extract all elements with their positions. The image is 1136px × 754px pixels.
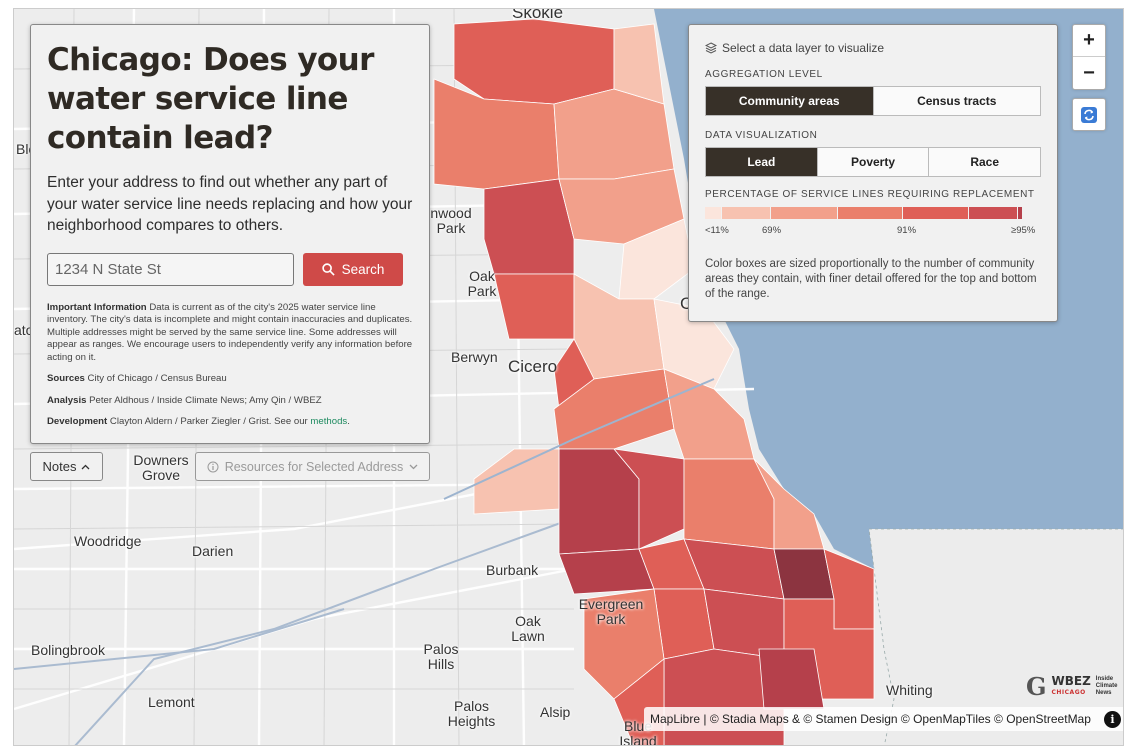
sources-text: City of Chicago / Census Bureau bbox=[87, 373, 227, 384]
methods-link[interactable]: methods bbox=[310, 416, 348, 427]
analysis: Analysis Peter Aldhous / Inside Climate … bbox=[47, 395, 413, 408]
attribution-text: MapLibre | © Stadia Maps & © Stamen Desi… bbox=[650, 712, 1091, 726]
zoom-in-button[interactable]: + bbox=[1073, 25, 1105, 57]
legend-color-bar bbox=[705, 207, 1041, 221]
reset-view-button[interactable] bbox=[1073, 99, 1105, 131]
analysis-text: Peter Aldhous / Inside Climate News; Amy… bbox=[89, 394, 322, 406]
important-text: Data is current as of the city's 2025 wa… bbox=[47, 301, 413, 363]
data-layer-panel: Select a data layer to visualize AGGREGA… bbox=[688, 24, 1058, 322]
intro-text: Enter your address to find out whether a… bbox=[47, 174, 413, 234]
inside-climate-news-logo: Inside Climate News bbox=[1095, 676, 1118, 696]
development-label: Development bbox=[47, 416, 108, 427]
map-label: Downers Grove bbox=[133, 452, 189, 483]
legend-swatch bbox=[722, 207, 770, 219]
fine-print: Important Information Data is current as… bbox=[47, 302, 413, 429]
info-panel: Chicago: Does your water service line co… bbox=[30, 24, 430, 444]
zoom-out-button[interactable]: − bbox=[1083, 61, 1095, 84]
zoom-controls: + − bbox=[1072, 24, 1106, 90]
chevron-down-icon bbox=[409, 464, 418, 469]
legend-swatch bbox=[1018, 207, 1022, 219]
grist-logo: G bbox=[1026, 672, 1047, 701]
notes-button-label: Notes bbox=[42, 459, 77, 474]
map-attribution: MapLibre | © Stadia Maps & © Stamen Desi… bbox=[644, 707, 1123, 731]
sources-label: Sources bbox=[47, 373, 85, 384]
address-search-input[interactable] bbox=[47, 252, 294, 286]
legend-tick: 91% bbox=[897, 225, 917, 236]
map-label: Whiting bbox=[886, 682, 933, 698]
visualization-label: DATA VISUALIZATION bbox=[705, 130, 818, 141]
legend-tick: ≥95% bbox=[1011, 225, 1036, 236]
map-label: Alsip bbox=[540, 704, 571, 720]
map-label: Oak Park bbox=[467, 268, 497, 299]
search-row: Search bbox=[47, 252, 413, 286]
map-label: Burbank bbox=[486, 562, 539, 578]
legend-title: PERCENTAGE OF SERVICE LINES REQUIRING RE… bbox=[705, 189, 1035, 200]
legend-note: Color boxes are sized proportionally to … bbox=[705, 258, 1037, 300]
visualization-toggle: Lead Poverty Race bbox=[705, 147, 1041, 177]
map-label: ato bbox=[14, 322, 34, 338]
map-label: Skokie bbox=[512, 8, 564, 22]
map-label: Oak Lawn bbox=[511, 613, 545, 644]
wbez-logo-text: WBEZ bbox=[1051, 673, 1091, 688]
important-info: Important Information Data is current as… bbox=[47, 302, 413, 365]
map-label: Cicero bbox=[508, 357, 558, 376]
tab-community-areas[interactable]: Community areas bbox=[706, 87, 873, 115]
development-text: Clayton Aldern / Parker Ziegler / Grist.… bbox=[109, 416, 308, 427]
wbez-logo: WBEZ CHICAGO bbox=[1051, 673, 1091, 698]
legend-swatch bbox=[771, 207, 837, 219]
info-circle-icon bbox=[207, 461, 219, 472]
legend-swatch bbox=[838, 207, 902, 219]
tab-census-tracts[interactable]: Census tracts bbox=[872, 87, 1040, 115]
analysis-label: Analysis bbox=[47, 394, 87, 406]
map-label: Woodridge bbox=[74, 533, 142, 549]
map-label: Evergreen Park bbox=[578, 596, 644, 627]
search-icon bbox=[321, 262, 335, 276]
map-label: Bolingbrook bbox=[31, 642, 105, 658]
legend-swatch bbox=[705, 207, 721, 219]
aggregation-label: AGGREGATION LEVEL bbox=[705, 69, 823, 80]
wbez-logo-sub: CHICAGO bbox=[1051, 688, 1086, 696]
development-end: . bbox=[347, 416, 350, 427]
legend-swatch bbox=[969, 207, 1017, 219]
tab-race[interactable]: Race bbox=[928, 148, 1041, 176]
tab-poverty[interactable]: Poverty bbox=[816, 148, 929, 176]
resources-button-label: Resources for Selected Address bbox=[224, 459, 404, 474]
refresh-icon bbox=[1081, 107, 1097, 123]
search-button[interactable]: Search bbox=[303, 252, 403, 286]
resources-button[interactable]: Resources for Selected Address bbox=[195, 452, 430, 481]
aggregation-toggle: Community areas Census tracts bbox=[705, 86, 1041, 116]
development: Development Clayton Aldern / Parker Zieg… bbox=[47, 416, 413, 429]
search-button-label: Search bbox=[341, 261, 385, 277]
sources: Sources City of Chicago / Census Bureau bbox=[47, 373, 413, 386]
map-label: nwood Park bbox=[430, 205, 472, 236]
chevron-up-icon bbox=[82, 464, 90, 469]
notes-button[interactable]: Notes bbox=[30, 452, 103, 481]
map-label: Darien bbox=[192, 543, 234, 559]
map-label: Lemont bbox=[148, 694, 195, 710]
legend-ticks: <11% 69% 91% ≥95% bbox=[705, 225, 1041, 239]
legend-tick: 69% bbox=[762, 225, 782, 236]
reset-control bbox=[1072, 98, 1106, 131]
important-label: Important Information bbox=[47, 301, 147, 313]
layer-panel-header: Select a data layer to visualize bbox=[705, 41, 1041, 55]
page-title: Chicago: Does your water service line co… bbox=[47, 42, 374, 156]
partner-logos: G WBEZ CHICAGO Inside Climate News bbox=[1026, 672, 1120, 701]
tab-lead[interactable]: Lead bbox=[706, 148, 817, 176]
legend-tick: <11% bbox=[705, 225, 729, 236]
map-label: Palos Heights bbox=[447, 698, 496, 729]
map-label: Palos Hills bbox=[423, 641, 459, 672]
map-label: Berwyn bbox=[451, 349, 498, 365]
info-icon[interactable]: i bbox=[1104, 710, 1121, 728]
layer-panel-title: Select a data layer to visualize bbox=[722, 41, 885, 55]
legend-swatch bbox=[903, 207, 968, 219]
layers-icon bbox=[705, 42, 717, 54]
